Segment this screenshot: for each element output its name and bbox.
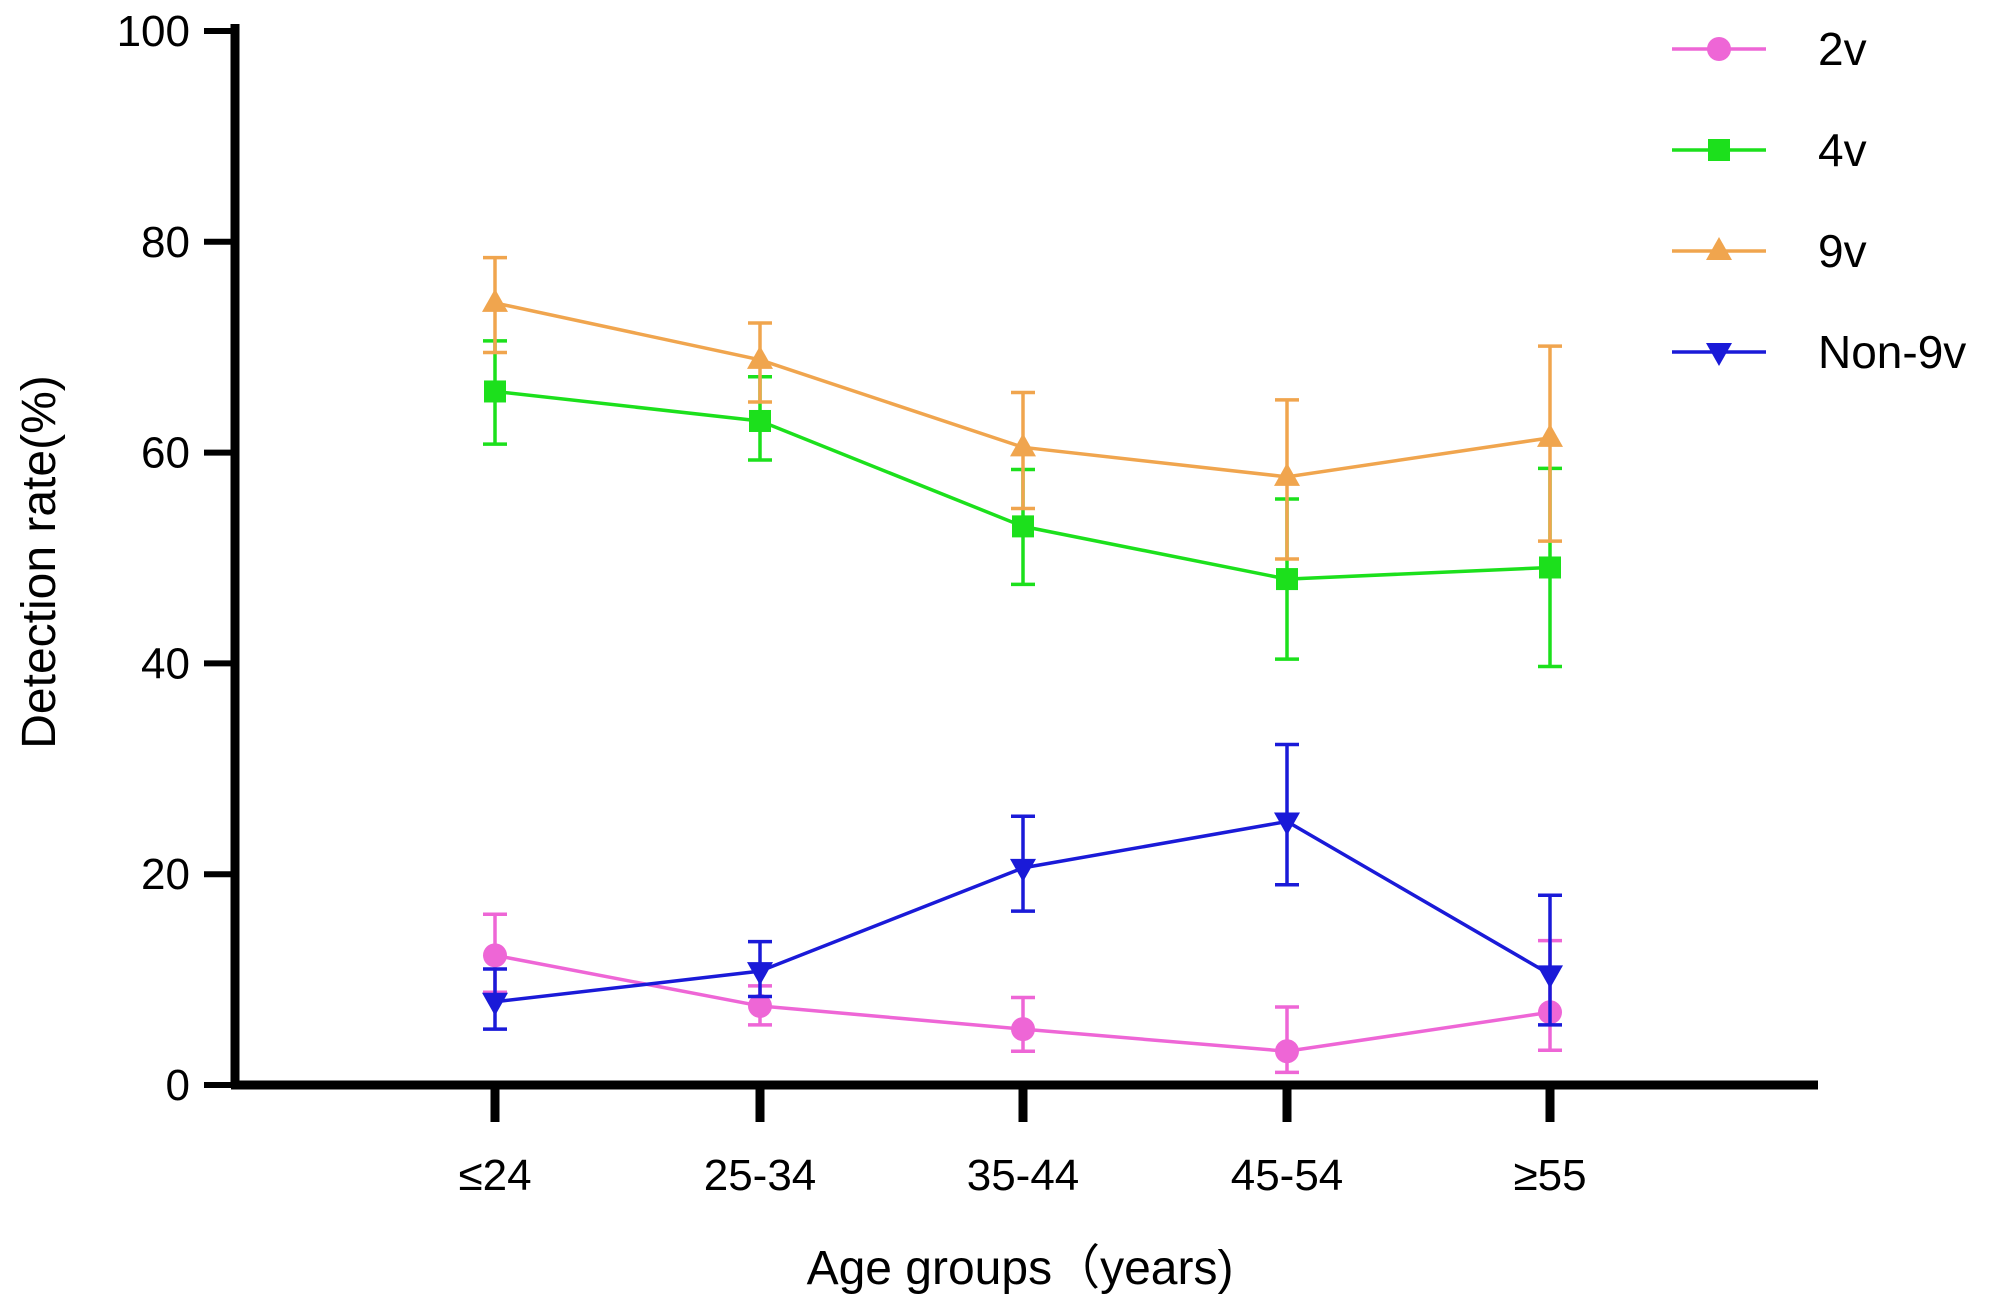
series-layer: [482, 255, 1563, 1075]
y-tick-label: 60: [141, 429, 190, 478]
x-tick-label: ≤24: [458, 1151, 531, 1200]
legend-item-non-9v: Non-9v: [1672, 326, 1966, 378]
data-point: [1012, 515, 1034, 538]
data-point: [1274, 462, 1300, 486]
x-axis-title: Age groups（years): [807, 1242, 1234, 1295]
legend-marker: [1707, 37, 1731, 61]
x-ticks: ≤24 25-34 35-44 45-54 ≥55: [458, 1085, 1587, 1200]
data-point: [749, 409, 771, 432]
data-point: [484, 380, 506, 403]
data-point: [1011, 1017, 1035, 1042]
data-point: [1275, 1039, 1299, 1064]
y-tick-label: 20: [141, 850, 190, 899]
data-point: [1010, 858, 1036, 882]
legend-label: 4v: [1818, 124, 1867, 176]
data-point: [1539, 556, 1561, 579]
legend-item-2v: 2v: [1672, 23, 1867, 75]
x-tick-label: 45-54: [1231, 1151, 1344, 1200]
data-point: [1010, 433, 1036, 457]
data-point: [1276, 568, 1298, 591]
y-axis-title: Detection rate(%): [13, 375, 66, 748]
y-tick-label: 80: [141, 218, 190, 267]
series-9v: [482, 255, 1563, 561]
data-point: [1274, 812, 1300, 836]
data-point: [1537, 423, 1563, 447]
series-non-9v: [482, 742, 1563, 1031]
series-2v: [483, 912, 1562, 1075]
legend-label: 9v: [1818, 225, 1867, 277]
legend-item-9v: 9v: [1672, 225, 1867, 277]
y-tick-label: 40: [141, 639, 190, 688]
data-point: [482, 992, 508, 1016]
y-tick-label: 100: [117, 7, 190, 56]
x-tick-label: 35-44: [967, 1151, 1080, 1200]
data-point: [747, 345, 773, 369]
legend-label: 2v: [1818, 23, 1867, 75]
data-point: [482, 288, 508, 312]
legend-marker: [1708, 139, 1730, 161]
legend-marker: [1706, 343, 1732, 366]
legend-marker: [1706, 237, 1732, 260]
x-tick-label: ≥55: [1513, 1151, 1586, 1200]
legend-label: Non-9v: [1818, 326, 1966, 378]
legend: 2v 4v 9v Non-9v: [1672, 23, 1966, 378]
legend-item-4v: 4v: [1672, 124, 1867, 176]
data-point: [1537, 965, 1563, 989]
y-ticks: 0 20 40 60 80 100: [117, 7, 235, 1110]
x-tick-label: 25-34: [704, 1151, 817, 1200]
y-tick-label: 0: [166, 1061, 190, 1110]
data-point: [747, 962, 773, 986]
data-point: [748, 993, 772, 1018]
data-point: [483, 943, 507, 968]
